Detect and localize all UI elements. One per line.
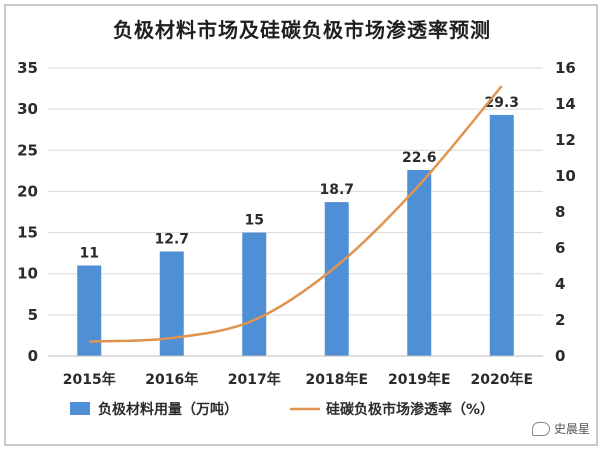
right-tick-label: 0 <box>555 347 565 365</box>
right-tick-label: 14 <box>555 95 576 113</box>
legend: 负极材料用量（万吨） 硅碳负极市场渗透率（%） <box>70 401 494 418</box>
x-tick-label: 2015年 <box>63 371 116 388</box>
chat-bubble-icon <box>531 421 550 436</box>
bar-data-label: 15 <box>245 213 264 229</box>
left-tick-label: 20 <box>17 182 38 200</box>
left-tick-label: 10 <box>17 265 38 283</box>
bar-data-label: 18.7 <box>319 182 354 198</box>
bar <box>159 251 184 356</box>
right-tick-label: 16 <box>555 59 576 77</box>
left-tick-label: 15 <box>17 224 38 242</box>
right-tick-label: 12 <box>555 131 576 149</box>
legend-bar-swatch <box>70 402 90 415</box>
watermark-text: 史晨星 <box>553 422 590 436</box>
left-tick-label: 0 <box>28 347 38 365</box>
right-tick-label: 2 <box>555 311 565 329</box>
bar-data-label: 22.6 <box>402 150 437 166</box>
bar <box>489 114 514 356</box>
line-series <box>89 85 503 343</box>
right-y-axis: 0 2 4 6 8 10 12 14 16 <box>555 59 576 365</box>
x-tick-label: 2020年E <box>470 371 533 388</box>
bar-series <box>77 114 514 356</box>
bar <box>324 202 349 356</box>
bar <box>242 232 267 356</box>
left-tick-label: 35 <box>17 59 38 77</box>
x-tick-label: 2018年E <box>305 371 368 388</box>
right-tick-label: 4 <box>555 275 565 293</box>
gridlines <box>48 67 543 357</box>
penetration-rate-line <box>89 85 503 343</box>
left-tick-label: 5 <box>28 306 38 324</box>
right-tick-label: 6 <box>555 239 565 257</box>
bar-data-label: 12.7 <box>154 231 189 247</box>
bar-data-label: 29.3 <box>484 95 519 111</box>
bar-data-label: 11 <box>80 245 99 261</box>
left-tick-label: 25 <box>17 141 38 159</box>
chart-title: 负极材料市场及硅碳负极市场渗透率预测 <box>113 18 491 42</box>
watermark: 史晨星 <box>531 420 590 437</box>
bar <box>407 170 432 356</box>
bar-data-labels: 11 12.7 15 18.7 22.6 29.3 <box>80 95 520 262</box>
left-tick-label: 30 <box>17 100 38 118</box>
x-tick-label: 2016年 <box>145 371 198 388</box>
x-tick-label: 2019年E <box>388 371 451 388</box>
x-axis: 2015年 2016年 2017年 2018年E 2019年E 2020年E <box>48 355 543 388</box>
x-tick-label: 2017年 <box>228 371 281 388</box>
legend-bar-label: 负极材料用量（万吨） <box>98 401 238 418</box>
right-tick-label: 10 <box>555 167 576 185</box>
right-tick-label: 8 <box>555 203 565 221</box>
left-y-axis: 0 5 10 15 20 25 30 35 <box>17 59 38 365</box>
legend-line-label: 硅碳负极市场渗透率（%） <box>326 401 494 418</box>
